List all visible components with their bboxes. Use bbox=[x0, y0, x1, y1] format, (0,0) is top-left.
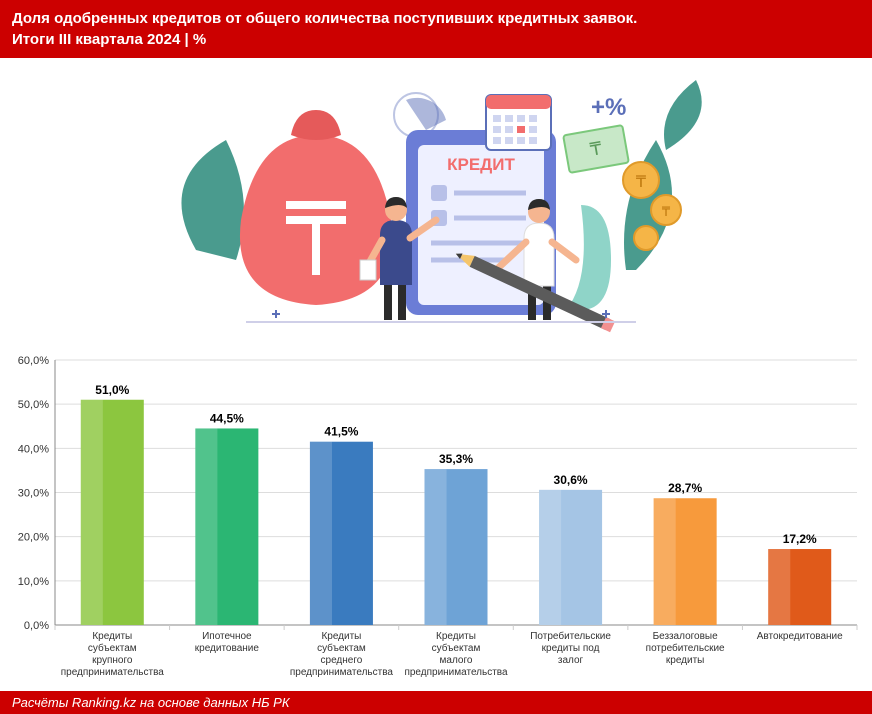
category-label: Беззалоговыепотребительскиекредиты bbox=[646, 631, 725, 666]
category-label: Ипотечноекредитование bbox=[195, 631, 260, 654]
leaf-left-icon bbox=[181, 140, 244, 260]
svg-text:₸: ₸ bbox=[636, 174, 647, 191]
svg-text:10,0%: 10,0% bbox=[18, 576, 49, 588]
bar-value-label: 30,6% bbox=[554, 473, 588, 487]
header-banner: Доля одобренных кредитов от общего колич… bbox=[0, 0, 872, 60]
category-label: Кредитысубъектамкрупногопредпринимательс… bbox=[61, 631, 165, 678]
svg-text:0,0%: 0,0% bbox=[24, 620, 49, 632]
svg-text:50,0%: 50,0% bbox=[18, 399, 49, 411]
credit-illustration: КРЕДИТ +% ₸ ₸ ₸ bbox=[0, 60, 872, 350]
footer-source: Расчёты Ranking.kz на основе данных НБ Р… bbox=[0, 691, 872, 714]
bar-chart-svg: 0,0% 10,0% 20,0% 30,0% 40,0% 50,0% 60,0% 51,0% К… bbox=[10, 350, 862, 685]
category-label: Потребительскиекредиты подзалог bbox=[530, 630, 611, 666]
svg-text:₸: ₸ bbox=[662, 204, 671, 219]
clipboard-label: КРЕДИТ bbox=[447, 155, 515, 174]
svg-text:60,0%: 60,0% bbox=[18, 355, 49, 367]
footer-text: Расчёты Ranking.kz на основе данных НБ Р… bbox=[12, 695, 290, 710]
leaf-top-right-icon bbox=[664, 80, 702, 150]
bar-value-label: 44,5% bbox=[210, 411, 244, 425]
header-title-line1: Доля одобренных кредитов от общего колич… bbox=[12, 8, 860, 29]
money-bag-top-icon bbox=[291, 110, 341, 140]
bar-chart: 0,0% 10,0% 20,0% 30,0% 40,0% 50,0% 60,0% 51,0% К… bbox=[0, 350, 872, 685]
pie-icon bbox=[406, 98, 446, 130]
bar-value-label: 17,2% bbox=[783, 532, 817, 546]
category-label: Кредитысубъектамсреднегопредпринимательс… bbox=[290, 631, 394, 678]
bar-value-label: 35,3% bbox=[439, 452, 473, 466]
category-label: Автокредитование bbox=[757, 631, 843, 642]
bar-value-label: 41,5% bbox=[324, 425, 358, 439]
bar-value-label: 51,0% bbox=[95, 383, 129, 397]
plus-percent-icon: +% bbox=[591, 94, 626, 121]
header-title-line2: Итоги III квартала 2024 | % bbox=[12, 29, 860, 50]
svg-text:40,0%: 40,0% bbox=[18, 443, 49, 455]
illustration-svg: КРЕДИТ +% ₸ ₸ ₸ bbox=[136, 60, 736, 350]
bar-value-label: 28,7% bbox=[668, 481, 702, 495]
category-label: Кредитысубъектаммалогопредпринимательств… bbox=[404, 631, 508, 678]
svg-text:20,0%: 20,0% bbox=[18, 532, 49, 544]
svg-text:30,0%: 30,0% bbox=[18, 488, 49, 500]
